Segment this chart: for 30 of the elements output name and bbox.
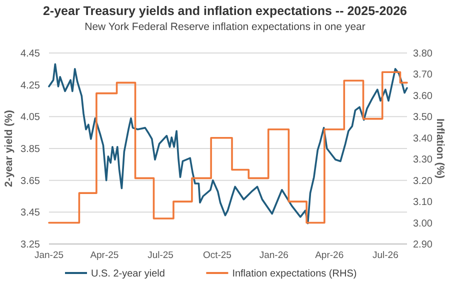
y2-tick-label: 3.60: [413, 90, 433, 102]
x-tick-label: Jan-26: [259, 250, 288, 261]
x-tick-label: Jul-25: [148, 250, 174, 261]
y2-tick-label: 2.90: [413, 240, 433, 250]
legend-label: Inflation expectations (RHS): [232, 268, 357, 280]
y-tick-label: 4.45: [20, 48, 40, 60]
y-tick-label: 3.85: [20, 144, 40, 155]
y2-tick-label: 3.10: [413, 197, 433, 208]
y2-tick-label: 3.80: [413, 48, 433, 60]
x-tick-label: Jan-25: [34, 250, 64, 261]
chart-title: 2-year Treasury yields and inflation expectations -- 2025-2026: [42, 4, 408, 18]
y2-axis-title: Inflation (%): [434, 118, 446, 179]
y2-tick-label: 3.40: [413, 133, 433, 144]
y-tick-label: 3.25: [20, 240, 40, 250]
y2-tick-label: 3.30: [413, 154, 433, 166]
x-tick-label: Jul-26: [372, 250, 398, 261]
y-tick-label: 4.25: [20, 80, 40, 92]
legend-label: U.S. 2-year yield: [91, 268, 165, 280]
y2-tick-label: 3.50: [413, 112, 433, 124]
y-tick-label: 3.65: [20, 176, 40, 187]
y2-tick-label: 3.70: [413, 70, 433, 81]
y-tick-label: 3.45: [20, 208, 40, 219]
y-tick-label: 4.05: [20, 112, 40, 124]
y2-tick-label: 3.00: [413, 218, 433, 230]
x-tick-label: Oct-25: [202, 250, 232, 261]
y2-tick-label: 3.20: [413, 176, 433, 187]
x-tick-label: Apr-26: [315, 250, 344, 261]
y-axis-title: 2-year yield (%): [3, 110, 15, 188]
x-tick-label: Apr-25: [90, 250, 119, 261]
chart-subtitle: New York Federal Reserve inflation expectations in one year: [84, 21, 366, 33]
